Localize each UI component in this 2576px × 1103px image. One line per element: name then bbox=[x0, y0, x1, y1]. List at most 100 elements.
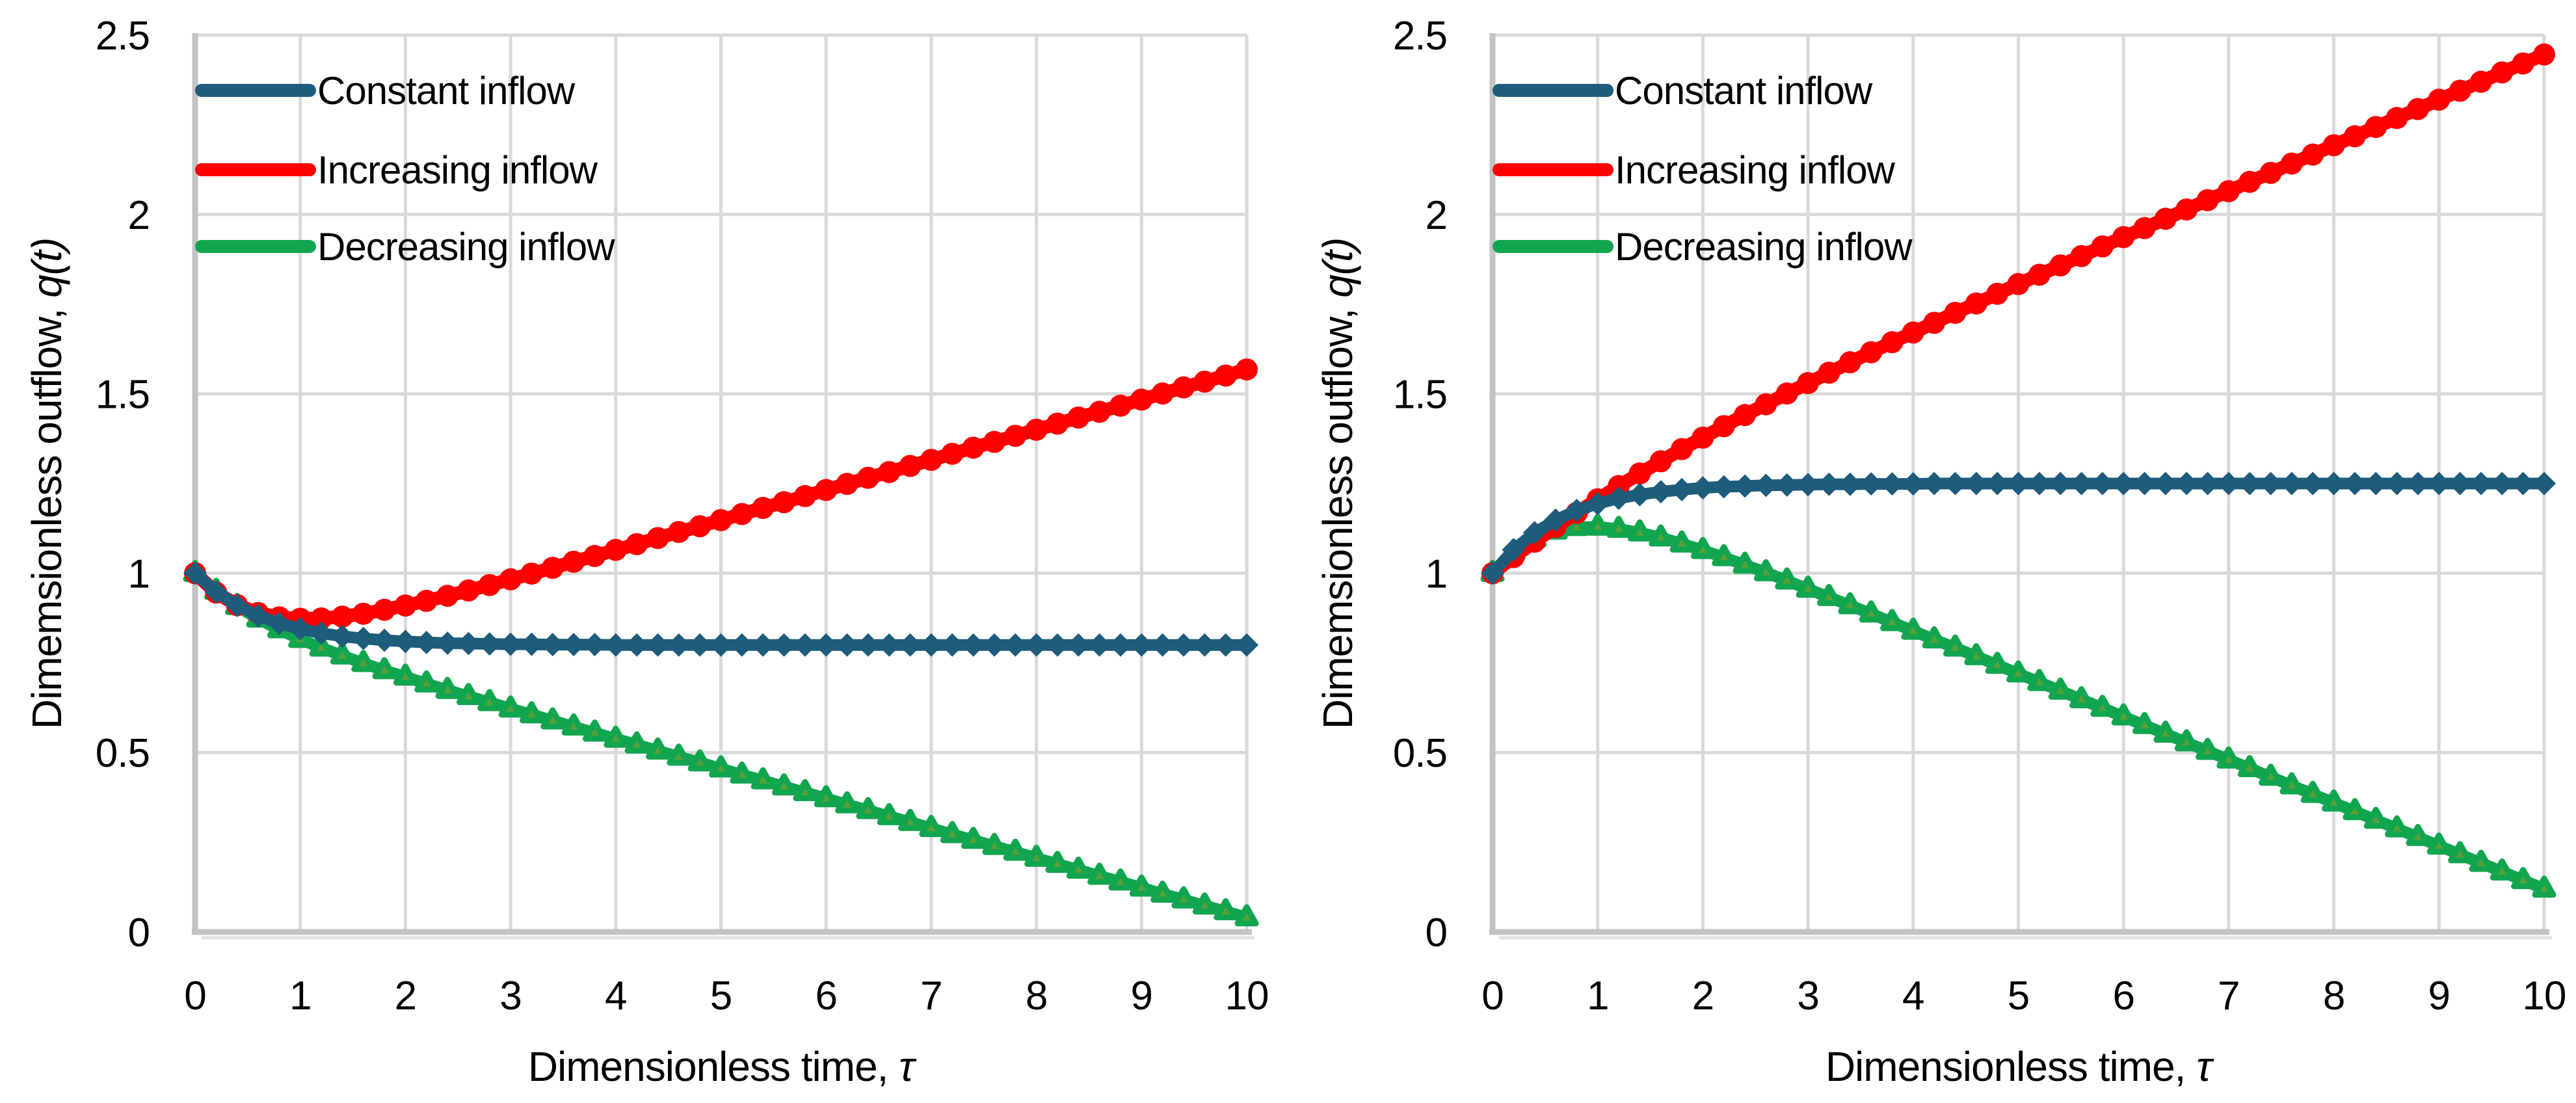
circle-marker bbox=[1839, 351, 1861, 374]
diamond-marker bbox=[583, 633, 607, 657]
circle-marker bbox=[1151, 382, 1174, 405]
legend-right: Constant inflow Increasing inflow Decreasi… bbox=[1493, 69, 1913, 269]
legend-label: Constant inflow bbox=[317, 69, 576, 113]
diamond-marker bbox=[183, 561, 207, 585]
x-tick-label: 6 bbox=[815, 974, 836, 1018]
circle-marker bbox=[1193, 370, 1216, 393]
circle-marker bbox=[878, 460, 901, 483]
x-tick-label: 1 bbox=[1587, 974, 1608, 1018]
circle-marker bbox=[1986, 282, 2009, 305]
legend-item-constant-inflow: Constant inflow bbox=[1493, 69, 1874, 113]
triangle-marker bbox=[540, 707, 565, 730]
triangle-marker bbox=[2343, 798, 2367, 821]
circle-marker bbox=[773, 491, 795, 514]
diamond-marker bbox=[2469, 472, 2493, 496]
diamond-marker bbox=[1628, 483, 1652, 507]
diamond-marker bbox=[225, 594, 249, 618]
circle-marker bbox=[1881, 331, 1904, 354]
circle-marker bbox=[1775, 382, 1798, 405]
circle-marker bbox=[2175, 198, 2198, 221]
diamond-marker bbox=[1796, 473, 1820, 497]
y-axis-title: Dimemsionless outflow, q(t) bbox=[23, 238, 70, 729]
triangle-marker bbox=[1964, 643, 1989, 665]
diamond-marker bbox=[288, 617, 312, 641]
diamond-marker bbox=[1964, 472, 1988, 496]
diamond-marker bbox=[2153, 472, 2177, 496]
chart-left: 2.5 2 1.5 1 0.5 00 1 2 3 4 5 6 7 8 9 10 Dimensionless ti… bbox=[23, 14, 1269, 1090]
y-tick-label: 2 bbox=[128, 193, 150, 238]
diamond-marker bbox=[2069, 472, 2093, 496]
circle-marker bbox=[1818, 362, 1840, 384]
circle-marker bbox=[1902, 321, 1924, 344]
triangle-marker bbox=[2490, 858, 2514, 881]
x-axis-title: Dimensionless time, τ bbox=[1826, 1043, 2214, 1090]
circle-marker bbox=[373, 598, 396, 621]
triangle-marker bbox=[1669, 530, 1694, 553]
diamond-marker bbox=[604, 633, 628, 657]
y-axis-title: Dimemsionless outflow, q(t) bbox=[1314, 238, 1361, 729]
triangle-marker bbox=[793, 778, 817, 801]
x-tick-label: 9 bbox=[2428, 974, 2450, 1018]
circle-marker bbox=[2491, 61, 2514, 84]
triangle-marker bbox=[1796, 576, 1820, 598]
diamond-marker bbox=[1193, 633, 1217, 657]
diamond-marker bbox=[772, 633, 796, 657]
x-axis-title-text: Dimensionless time, bbox=[1826, 1043, 2196, 1090]
diamond-marker bbox=[1171, 633, 1195, 657]
y-axis-title-math: q(t) bbox=[1314, 238, 1361, 298]
diamond-marker bbox=[351, 626, 375, 650]
circle-marker bbox=[499, 568, 522, 591]
circle-marker bbox=[1628, 462, 1651, 485]
triangle-marker bbox=[2279, 772, 2304, 795]
triangle-marker bbox=[1733, 552, 1757, 574]
circle-marker bbox=[2196, 189, 2219, 211]
diamond-marker bbox=[2343, 472, 2367, 496]
triangle-marker bbox=[687, 749, 712, 772]
diamond-marker bbox=[2279, 472, 2304, 496]
circle-marker bbox=[2007, 272, 2030, 295]
diamond-marker bbox=[1130, 633, 1154, 657]
circle-marker bbox=[415, 589, 438, 612]
circle-marker bbox=[836, 473, 858, 496]
diamond-marker bbox=[2301, 472, 2325, 496]
triangle-marker bbox=[582, 719, 607, 742]
circle-marker bbox=[1109, 394, 1132, 417]
diamond-marker bbox=[2364, 472, 2388, 496]
circle-marker bbox=[520, 562, 543, 585]
triangle-marker bbox=[2048, 677, 2073, 700]
legend-item-increasing-inflow: Increasing inflow bbox=[1493, 148, 1896, 192]
triangle-marker bbox=[372, 657, 397, 680]
circle-marker bbox=[2469, 70, 2492, 93]
series-constant-inflow-right bbox=[1481, 472, 2556, 585]
triangle-marker bbox=[709, 755, 733, 778]
x-tick-label: 2 bbox=[395, 974, 416, 1018]
y-tick-label: 2 bbox=[1426, 193, 1447, 238]
diamond-marker bbox=[1565, 498, 1589, 522]
circle-marker bbox=[1046, 412, 1069, 435]
circle-marker bbox=[563, 550, 585, 573]
x-axis-title-math: τ bbox=[899, 1043, 917, 1090]
triangle-marker bbox=[1859, 600, 1883, 623]
triangle-marker bbox=[1943, 634, 1967, 657]
circle-marker bbox=[710, 509, 732, 531]
diamond-marker bbox=[625, 633, 649, 657]
triangle-marker bbox=[1024, 844, 1049, 867]
diamond-marker bbox=[1586, 492, 1610, 516]
circle-marker bbox=[730, 503, 753, 525]
diamond-marker bbox=[457, 631, 481, 656]
diamond-marker bbox=[730, 633, 754, 657]
circle-marker bbox=[331, 605, 354, 628]
diamond-marker bbox=[2112, 472, 2136, 496]
diamond-marker bbox=[1067, 633, 1091, 657]
diamond-marker bbox=[1691, 476, 1715, 500]
series-markers bbox=[1481, 472, 2556, 585]
diamond-marker bbox=[1544, 508, 1568, 532]
y-tick-labels-right: 2.5 2 1.5 1 0.5 0 bbox=[1393, 14, 1448, 955]
triangle-marker bbox=[393, 663, 418, 686]
triangle-marker bbox=[645, 737, 670, 760]
diamond-marker bbox=[1045, 633, 1069, 657]
triangle-marker bbox=[1606, 516, 1631, 538]
y-tick-labels-left: 2.5 2 1.5 1 0.5 0 bbox=[96, 14, 150, 955]
triangle-marker bbox=[1234, 904, 1259, 927]
